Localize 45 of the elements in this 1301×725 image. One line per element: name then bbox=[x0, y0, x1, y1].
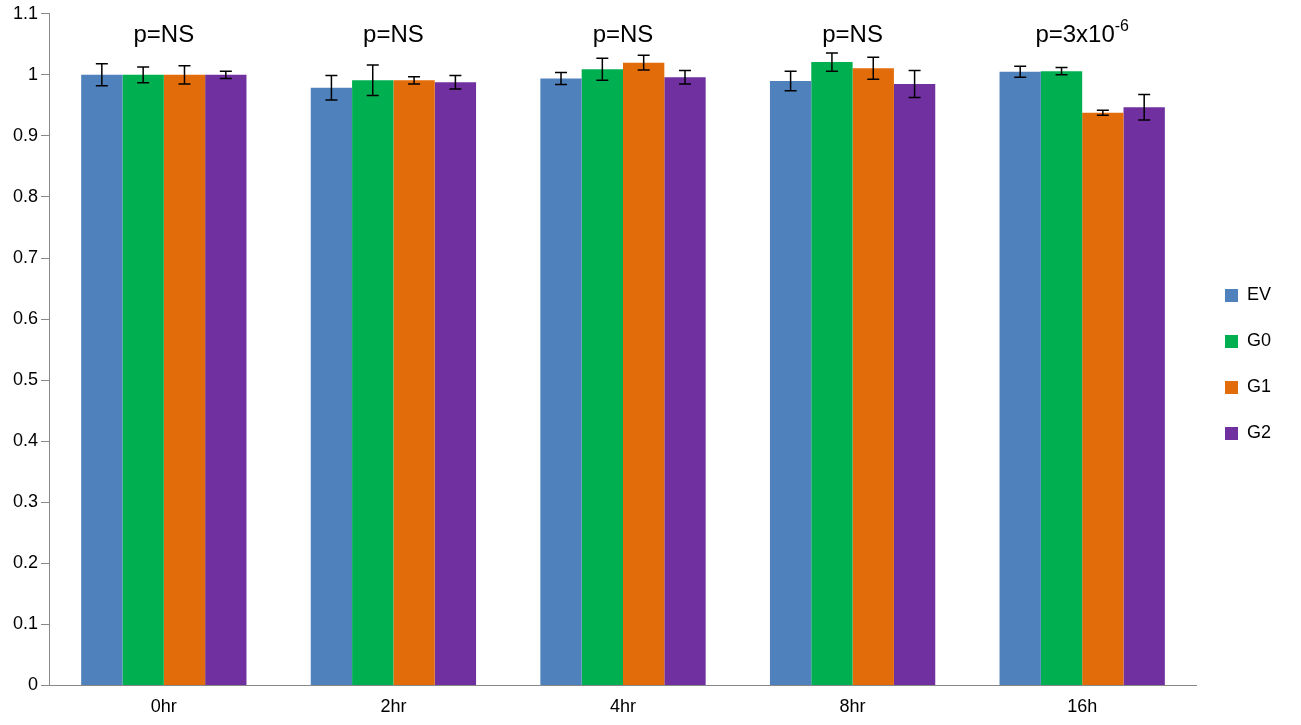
bar bbox=[664, 77, 706, 685]
bar bbox=[769, 80, 812, 685]
legend-label: G2 bbox=[1246, 422, 1271, 443]
x-tick-label: 8hr bbox=[839, 696, 866, 717]
y-tick-label: 0.4 bbox=[12, 430, 39, 451]
bar bbox=[581, 69, 624, 685]
y-tick-label: 1.1 bbox=[12, 2, 39, 23]
y-tick-label: 0 bbox=[28, 674, 39, 695]
bar bbox=[81, 74, 123, 685]
bar bbox=[623, 62, 665, 685]
y-tick-label: 0.7 bbox=[12, 246, 39, 267]
bar bbox=[1082, 112, 1124, 685]
y-tick-label: 0.8 bbox=[12, 185, 39, 206]
bar bbox=[393, 80, 435, 685]
legend-label: G0 bbox=[1246, 330, 1271, 351]
bar bbox=[999, 71, 1041, 685]
bar bbox=[540, 78, 582, 685]
y-tick-label: 1 bbox=[28, 63, 39, 84]
y-tick-label: 0.1 bbox=[12, 613, 39, 634]
bar bbox=[434, 82, 477, 685]
x-tick-label: 0hr bbox=[150, 696, 177, 717]
bar bbox=[893, 84, 936, 685]
legend-label: EV bbox=[1246, 284, 1271, 305]
y-tick-label: 0.9 bbox=[12, 124, 39, 145]
bar bbox=[310, 87, 353, 685]
bar bbox=[811, 62, 853, 685]
y-tick-label: 0.5 bbox=[12, 369, 39, 390]
annotation: p=NS bbox=[592, 20, 654, 48]
annotation: p=NS bbox=[133, 20, 195, 48]
y-tick-label: 0.6 bbox=[12, 308, 39, 329]
bar bbox=[205, 74, 247, 685]
bar bbox=[852, 68, 894, 685]
y-tick-label: 0.3 bbox=[12, 491, 39, 512]
x-tick-label: 16h bbox=[1067, 696, 1098, 717]
bar bbox=[1123, 107, 1165, 685]
bar bbox=[352, 80, 394, 685]
bar bbox=[163, 74, 206, 685]
bar bbox=[122, 74, 164, 685]
x-tick-label: 4hr bbox=[610, 696, 637, 717]
annotation: p=NS bbox=[363, 20, 424, 48]
x-tick-label: 2hr bbox=[380, 696, 407, 717]
bar bbox=[1040, 71, 1083, 685]
annotation: p=NS bbox=[822, 20, 883, 48]
legend-label: G1 bbox=[1246, 376, 1271, 397]
y-tick-label: 0.2 bbox=[12, 552, 39, 573]
